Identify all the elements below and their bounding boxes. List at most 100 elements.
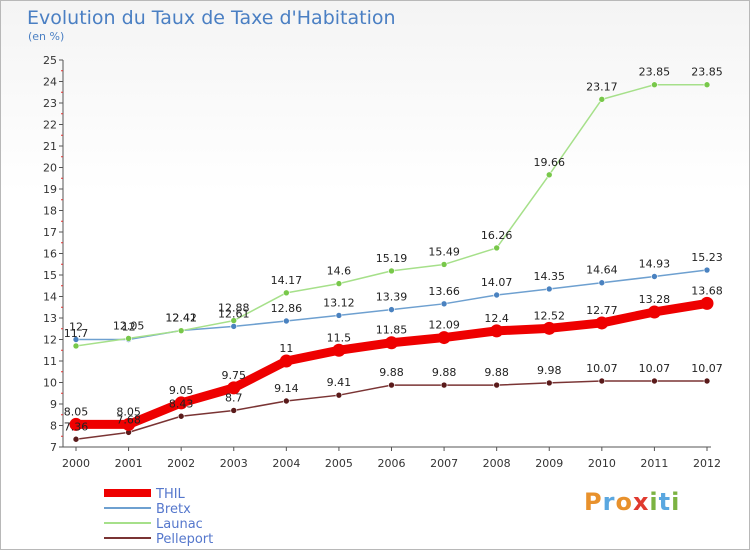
data-label: 12.52 <box>534 309 566 322</box>
y-tick-label: 17 <box>43 226 57 239</box>
x-tick-label: 2010 <box>588 457 616 470</box>
legend-label: Pelleport <box>156 532 213 547</box>
y-tick-label: 15 <box>43 269 57 282</box>
data-label: 23.85 <box>691 66 723 79</box>
data-point <box>72 435 80 443</box>
data-label: 12.88 <box>218 302 250 315</box>
data-point <box>595 316 609 330</box>
data-point <box>440 300 448 308</box>
logo-letter: i <box>649 488 659 516</box>
x-tick-label: 2001 <box>115 457 143 470</box>
y-tick-label: 16 <box>43 248 57 261</box>
logo-letter: i <box>671 488 681 516</box>
data-point <box>598 377 606 385</box>
y-tick-label: 18 <box>43 205 57 218</box>
data-point <box>437 331 451 345</box>
data-label: 19.66 <box>534 156 566 169</box>
data-point <box>651 377 658 385</box>
y-tick-label: 12 <box>43 334 57 347</box>
data-label: 12.86 <box>271 302 303 315</box>
data-point <box>647 305 661 319</box>
x-tick-label: 2004 <box>272 457 300 470</box>
data-point <box>335 280 343 287</box>
data-label: 12.61 <box>218 307 250 320</box>
data-point <box>490 324 504 338</box>
data-label: 9.75 <box>222 369 247 382</box>
legend-label: THIL <box>155 487 186 502</box>
data-point <box>72 336 80 343</box>
data-label: 12 <box>69 321 83 334</box>
data-point <box>230 317 238 324</box>
data-point <box>177 327 185 334</box>
data-point <box>700 296 714 310</box>
data-label: 10.07 <box>639 362 671 375</box>
data-label: 9.05 <box>169 384 194 397</box>
data-label: 14.17 <box>271 274 303 287</box>
x-tick-label: 2007 <box>430 457 458 470</box>
x-tick-label: 2002 <box>167 457 195 470</box>
data-label: 13.66 <box>428 285 460 298</box>
data-label: 13.12 <box>323 296 355 309</box>
data-point <box>385 336 398 350</box>
data-label: 23.17 <box>586 80 618 93</box>
data-label: 8.7 <box>225 391 243 404</box>
data-point <box>388 381 395 389</box>
y-tick-label: 10 <box>43 377 57 390</box>
x-tick-label: 2006 <box>378 457 406 470</box>
chart-title: Evolution du Taux de Taxe d'Habitation <box>27 7 396 29</box>
data-label: 10.07 <box>586 362 618 375</box>
data-label: 12.09 <box>428 319 460 332</box>
x-tick-label: 2009 <box>535 457 563 470</box>
y-tick-label: 19 <box>43 183 57 196</box>
data-label: 23.85 <box>639 66 671 79</box>
data-label: 11 <box>279 342 293 355</box>
data-point <box>72 342 80 350</box>
data-point <box>598 279 606 287</box>
data-label: 14.93 <box>639 258 671 271</box>
legend-label: Bretx <box>156 502 191 517</box>
data-point <box>493 244 500 252</box>
proxiti-logo: Proxiti <box>584 488 680 516</box>
data-label: 9.88 <box>432 366 457 379</box>
x-tick-label: 2008 <box>483 457 511 470</box>
data-point <box>493 381 500 389</box>
data-label: 8.05 <box>116 405 141 418</box>
y-tick-label: 24 <box>43 76 57 89</box>
data-point <box>651 81 658 89</box>
data-label: 9.41 <box>327 376 352 389</box>
data-point <box>545 171 553 179</box>
data-point <box>703 81 711 89</box>
data-point <box>335 312 343 319</box>
y-tick-label: 11 <box>43 355 57 368</box>
data-point <box>283 397 290 405</box>
x-tick-label: 2012 <box>693 457 721 470</box>
data-label: 12.42 <box>165 311 197 324</box>
y-tick-label: 9 <box>50 398 57 411</box>
legend-label: Launac <box>156 517 203 532</box>
data-label: 14.6 <box>327 265 352 278</box>
x-tick-label: 2011 <box>640 457 668 470</box>
y-tick-label: 21 <box>43 140 57 153</box>
x-tick-label: 2003 <box>220 457 248 470</box>
y-tick-label: 22 <box>43 119 57 132</box>
data-label: 9.14 <box>274 382 299 395</box>
data-point <box>227 381 241 395</box>
data-label: 14.64 <box>586 264 618 277</box>
data-point <box>598 96 606 103</box>
data-label: 11.7 <box>64 327 89 340</box>
data-label: 9.98 <box>537 364 562 377</box>
y-tick-label: 13 <box>43 312 57 325</box>
data-point <box>651 273 658 280</box>
data-label: 12.41 <box>165 312 197 325</box>
data-point <box>703 377 711 385</box>
chart-unit: (en %) <box>28 30 65 43</box>
data-label: 11.5 <box>327 331 352 344</box>
logo-letter: o <box>615 488 633 516</box>
y-tick-label: 20 <box>43 162 57 175</box>
data-label: 12.4 <box>484 312 509 325</box>
data-label: 15.49 <box>428 245 460 258</box>
data-point <box>174 396 188 410</box>
data-point <box>230 323 238 330</box>
data-point <box>122 417 136 431</box>
